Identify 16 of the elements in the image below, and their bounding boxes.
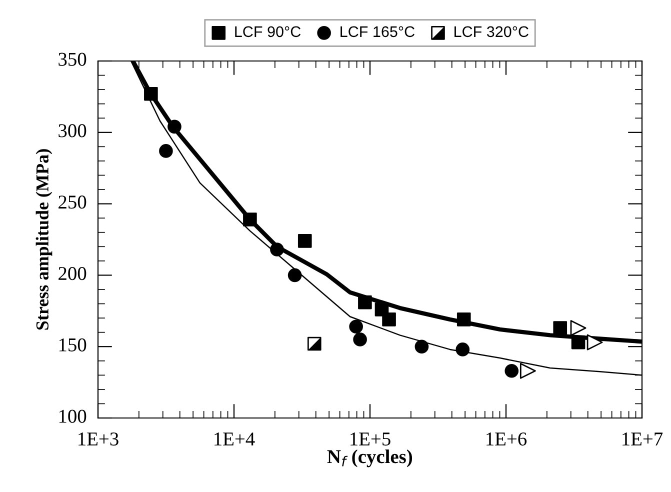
legend-label: LCF 320°C [454,26,528,38]
x-tick-label: 1E+6 [486,432,527,446]
legend-label: LCF 90°C [235,26,301,38]
y-axis-title: Stress amplitude (MPa) [36,149,52,330]
y-tick-label: 200 [58,266,86,280]
y-tick-label: 150 [59,338,86,352]
x-tick-label: 1E+7 [622,432,663,446]
y-tick-label: 100 [59,410,86,423]
x-axis-title: N$_{f}$ (cycles) [327,450,412,468]
x-tick-label: 1E+4 [214,432,255,446]
legend-label: LCF 165°C [340,26,414,38]
y-tick-label: 300 [58,124,86,138]
x-tick-label: 1E+5 [350,432,390,446]
y-tick-label: 350 [58,52,86,66]
x-tick-label: 1E+3 [78,432,118,446]
y-tick-label: 250 [58,196,86,209]
